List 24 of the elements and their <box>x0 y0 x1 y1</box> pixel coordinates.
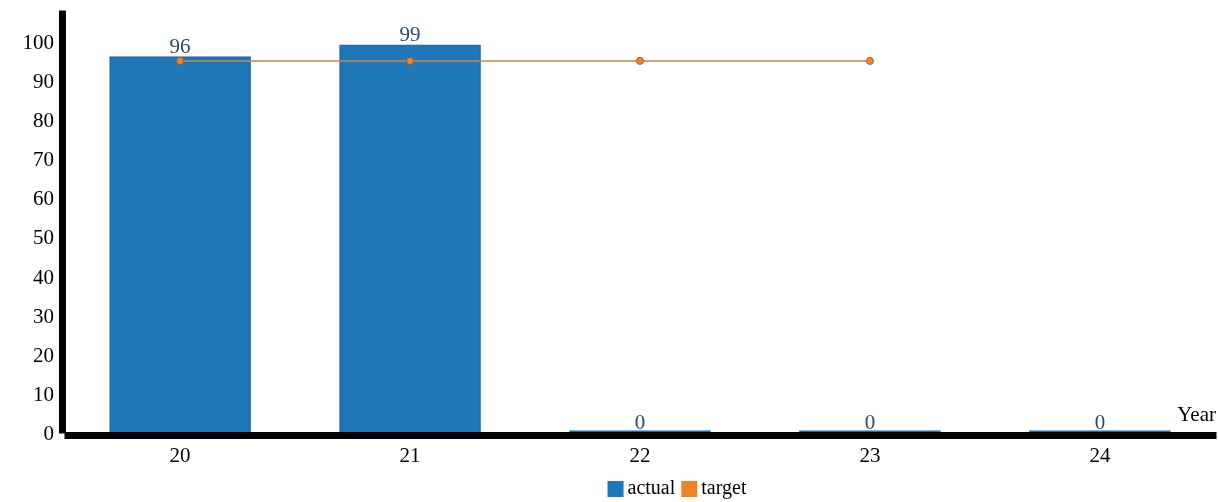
x-axis-title: Year <box>1177 402 1216 426</box>
x-tick-label: 24 <box>1089 442 1111 467</box>
data-label: 0 <box>1094 410 1106 434</box>
y-tick-label: 0 <box>43 421 54 446</box>
data-label: 0 <box>634 410 646 434</box>
legend-label: actual <box>627 476 676 498</box>
y-tick-label: 30 <box>33 303 54 328</box>
x-tick-label: 22 <box>629 442 651 467</box>
y-tick-label: 90 <box>33 68 54 93</box>
y-tick-label: 40 <box>33 264 54 289</box>
legend-label: target <box>701 476 747 499</box>
data-label: 99 <box>399 22 421 47</box>
data-label: 96 <box>169 34 191 58</box>
x-tick-label: 23 <box>859 442 881 467</box>
x-tick-label: 20 <box>169 442 191 467</box>
y-tick-label: 70 <box>33 147 54 172</box>
y-tick-label: 20 <box>33 342 54 367</box>
y-tick-label: 80 <box>33 107 54 132</box>
data-label: 0 <box>864 410 876 434</box>
y-tick-label: 50 <box>33 225 54 250</box>
y-tick-label: 10 <box>33 382 54 407</box>
y-tick-label: 60 <box>33 186 54 211</box>
x-tick-label: 21 <box>399 442 421 467</box>
y-tick-label: 100 <box>22 29 54 54</box>
